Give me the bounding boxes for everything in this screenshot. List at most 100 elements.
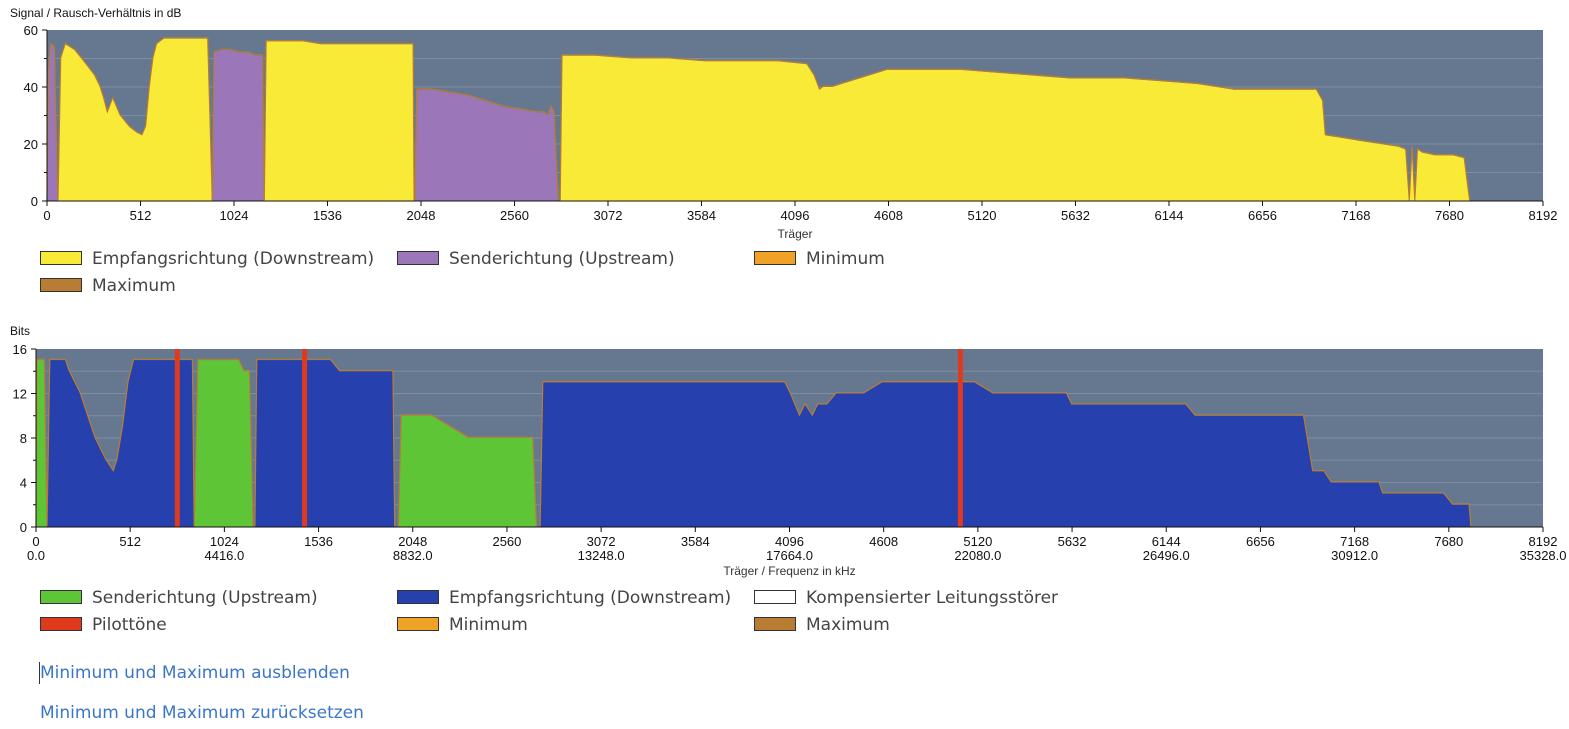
legend-swatch [40, 617, 82, 631]
x-tick-label-frequency: 17664.0 [766, 548, 813, 563]
legend-label: Senderichtung (Upstream) [449, 249, 675, 269]
series-area [212, 50, 265, 201]
x-tick-label: 7168 [1342, 208, 1371, 223]
legend-swatch [397, 251, 439, 265]
series-area [560, 55, 1470, 202]
series-area [47, 360, 195, 527]
snr-legend: Empfangsrichtung (Downstream) Sendericht… [40, 248, 1140, 298]
y-tick-label: 0 [20, 520, 27, 535]
x-tick-label-frequency: 4416.0 [204, 548, 244, 563]
x-tick-label-frequency: 26496.0 [1143, 548, 1190, 563]
text-cursor [39, 662, 40, 684]
maximum-line [539, 381, 1472, 527]
pilot-tone-marker [302, 349, 308, 527]
pilot-tone-marker [957, 349, 963, 527]
x-tick-label-frequency: 22080.0 [954, 548, 1001, 563]
y-tick-label: 60 [24, 23, 38, 38]
series-area [58, 38, 213, 201]
maximum-line [57, 37, 213, 201]
legend-swatch [40, 251, 82, 265]
y-tick-label: 20 [24, 137, 38, 152]
x-tick-label: 2048 [398, 534, 427, 549]
series-area [47, 44, 58, 201]
series-area [194, 360, 254, 527]
x-tick-label: 3072 [594, 208, 623, 223]
bits-legend: Senderichtung (Upstream) Empfangsrichtun… [40, 587, 1140, 637]
x-tick-label: 1536 [304, 534, 333, 549]
x-tick-label-frequency: 30912.0 [1331, 548, 1378, 563]
x-tick-label: 512 [119, 534, 141, 549]
x-tick-label: 5120 [968, 208, 997, 223]
x-tick-label: 5632 [1058, 534, 1087, 549]
series-area [398, 415, 537, 527]
x-tick-label: 1024 [210, 534, 239, 549]
y-tick-label: 12 [13, 387, 27, 402]
x-tick-label-frequency: 13248.0 [578, 548, 625, 563]
hide-minmax-link[interactable]: Minimum und Maximum ausblenden [40, 663, 350, 683]
x-tick-label: 7680 [1434, 534, 1463, 549]
pilot-tone-marker [174, 349, 180, 527]
x-tick-label: 4608 [869, 534, 898, 549]
maximum-line [254, 358, 396, 527]
legend-label: Empfangsrichtung (Downstream) [92, 249, 375, 269]
legend-label: Kompensierter Leitungsstörer [806, 588, 1059, 608]
x-tick-label: 7168 [1340, 534, 1369, 549]
x-tick-label: 2560 [500, 208, 529, 223]
legend-swatch [40, 278, 82, 292]
legend-label: Maximum [92, 276, 176, 296]
maximum-line [397, 414, 537, 527]
x-axis-label: Träger / Frequenz in kHz [723, 564, 855, 578]
y-tick-label: 0 [31, 194, 38, 209]
series-area [254, 360, 395, 527]
legend-label: Minimum [806, 249, 885, 269]
x-tick-label: 2048 [407, 208, 436, 223]
x-tick-label: 3584 [687, 208, 716, 223]
maximum-line [414, 88, 559, 201]
x-tick-label: 5120 [963, 534, 992, 549]
y-tick-label: 16 [13, 342, 27, 357]
maximum-line [193, 358, 254, 527]
maximum-line [263, 40, 415, 201]
legend-swatch [754, 590, 796, 604]
x-axis-label: Träger [778, 227, 813, 241]
legend-label: Senderichtung (Upstream) [92, 588, 318, 608]
x-tick-label: 5632 [1061, 208, 1090, 223]
x-tick-label: 3584 [681, 534, 710, 549]
y-tick-label: 8 [20, 431, 27, 446]
legend-label: Maximum [806, 615, 890, 635]
series-area [415, 89, 559, 201]
maximum-line [211, 48, 265, 201]
x-tick-label: 8192 [1529, 534, 1558, 549]
x-tick-label: 1024 [220, 208, 249, 223]
reset-minmax-link[interactable]: Minimum und Maximum zurücksetzen [40, 703, 364, 723]
x-tick-label: 0 [43, 208, 50, 223]
legend-label: Empfangsrichtung (Downstream) [449, 588, 732, 608]
snr-chart: 0 20 40 60 0 512 1024 1536 2048 2560 3072 3584 4096 4… [10, 6, 1557, 241]
x-tick-label: 6144 [1152, 534, 1181, 549]
legend-swatch [397, 617, 439, 631]
x-tick-label: 7680 [1435, 208, 1464, 223]
x-tick-label: 0 [32, 534, 39, 549]
x-tick-label: 3072 [587, 534, 616, 549]
series-area [264, 41, 415, 202]
x-tick-label: 6144 [1155, 208, 1184, 223]
x-tick-label: 4096 [775, 534, 804, 549]
maximum-line [559, 54, 1471, 201]
series-area [36, 360, 47, 527]
x-tick-label: 4608 [874, 208, 903, 223]
x-tick-label-frequency: 35328.0 [1520, 548, 1567, 563]
x-tick-label: 2560 [492, 534, 521, 549]
x-tick-label: 1536 [313, 208, 342, 223]
legend-label: Minimum [449, 615, 528, 635]
legend-swatch [40, 590, 82, 604]
y-tick-label: 4 [20, 476, 27, 491]
bits-chart: 0 4 8 12 16 0 512 1024 1536 2048 2560 3072 3584 4096 4… [10, 324, 1567, 578]
chart-title: Bits [10, 324, 30, 338]
legend-swatch [754, 251, 796, 265]
series-area [540, 382, 1471, 527]
x-tick-label-frequency: 0.0 [27, 548, 45, 563]
x-tick-label-frequency: 8832.0 [393, 548, 433, 563]
x-tick-label: 4096 [781, 208, 810, 223]
x-tick-label: 512 [130, 208, 152, 223]
